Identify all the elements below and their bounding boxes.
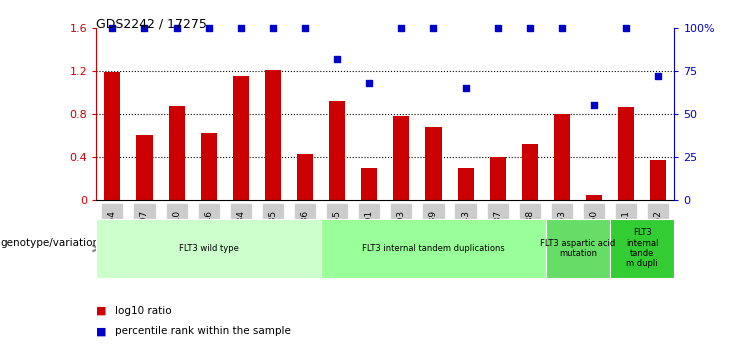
Point bbox=[267, 25, 279, 30]
Point bbox=[428, 25, 439, 30]
Text: FLT3 aspartic acid
mutation: FLT3 aspartic acid mutation bbox=[540, 239, 616, 258]
Text: FLT3 wild type: FLT3 wild type bbox=[179, 244, 239, 253]
Bar bbox=[393, 116, 409, 200]
Point bbox=[396, 25, 408, 30]
Bar bbox=[361, 168, 377, 200]
Bar bbox=[490, 157, 505, 200]
Point bbox=[556, 25, 568, 30]
Text: ■: ■ bbox=[96, 306, 107, 315]
Bar bbox=[265, 70, 281, 200]
Bar bbox=[425, 127, 442, 200]
Point bbox=[331, 56, 343, 61]
Text: ■: ■ bbox=[96, 326, 107, 336]
Bar bbox=[651, 160, 666, 200]
Text: percentile rank within the sample: percentile rank within the sample bbox=[115, 326, 290, 336]
Bar bbox=[329, 101, 345, 200]
Text: log10 ratio: log10 ratio bbox=[115, 306, 171, 315]
Point bbox=[459, 85, 471, 91]
Bar bbox=[457, 168, 473, 200]
Bar bbox=[522, 144, 538, 200]
Bar bbox=[233, 76, 249, 200]
Point bbox=[170, 25, 182, 30]
Text: genotype/variation: genotype/variation bbox=[0, 238, 99, 248]
Point bbox=[652, 73, 664, 79]
Bar bbox=[297, 154, 313, 200]
Point bbox=[363, 80, 375, 86]
Bar bbox=[586, 195, 602, 200]
Point bbox=[492, 25, 504, 30]
Point bbox=[524, 25, 536, 30]
Point bbox=[588, 102, 600, 108]
Point bbox=[235, 25, 247, 30]
Bar bbox=[618, 107, 634, 200]
Point bbox=[299, 25, 311, 30]
Bar bbox=[168, 106, 185, 200]
Bar bbox=[201, 133, 216, 200]
Text: GDS2242 / 17275: GDS2242 / 17275 bbox=[96, 17, 207, 30]
Point bbox=[139, 25, 150, 30]
Text: FLT3 internal tandem duplications: FLT3 internal tandem duplications bbox=[362, 244, 505, 253]
Text: FLT3
internal
tande
m dupli: FLT3 internal tande m dupli bbox=[626, 228, 659, 268]
Point bbox=[107, 25, 119, 30]
Point bbox=[203, 25, 215, 30]
Bar bbox=[104, 72, 120, 200]
Bar bbox=[136, 136, 153, 200]
Point bbox=[620, 25, 632, 30]
Bar bbox=[554, 114, 570, 200]
